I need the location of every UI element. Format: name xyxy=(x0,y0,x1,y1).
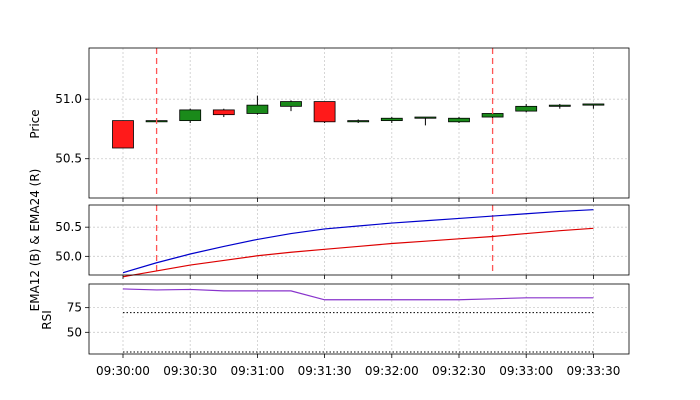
ema-series-line xyxy=(122,209,594,274)
candle-body xyxy=(448,117,470,123)
candle-body xyxy=(548,104,571,107)
rsi-series-line xyxy=(122,288,594,301)
price-axis-label: Price xyxy=(28,109,42,138)
candle-body xyxy=(380,117,403,122)
candle-body xyxy=(179,109,202,122)
panel-frame xyxy=(88,204,630,276)
candle-body xyxy=(347,120,370,123)
x-tick-label: 09:33:30 xyxy=(566,364,620,378)
panel-frame xyxy=(88,283,630,355)
y-tick-label: 50.5 xyxy=(55,152,82,166)
candle-body xyxy=(112,120,134,149)
x-tick-label: 09:30:00 xyxy=(96,364,150,378)
candle-body xyxy=(212,109,235,116)
candle-body xyxy=(582,103,605,106)
candle-body xyxy=(246,104,269,114)
ema-axis-label: EMA12 (B) & EMA24 (R) xyxy=(28,169,42,312)
y-tick-label: 50.5 xyxy=(55,220,82,234)
rsi-axis-label: RSI xyxy=(40,310,54,330)
x-tick-label: 09:32:30 xyxy=(432,364,486,378)
y-tick-label: 50 xyxy=(67,325,82,339)
candle-body xyxy=(481,113,504,118)
candle-body xyxy=(515,105,538,112)
x-tick-label: 09:31:00 xyxy=(230,364,284,378)
y-tick-label: 50.0 xyxy=(55,249,82,263)
x-tick-label: 09:31:30 xyxy=(298,364,352,378)
y-tick-label: 75 xyxy=(67,301,82,315)
x-tick-label: 09:32:00 xyxy=(365,364,419,378)
candle-body xyxy=(280,101,302,107)
x-tick-label: 09:33:00 xyxy=(499,364,553,378)
x-tick-label: 09:30:30 xyxy=(163,364,217,378)
y-tick-label: 51.0 xyxy=(55,92,82,106)
candle-body xyxy=(414,116,437,119)
candle-body xyxy=(313,101,336,123)
ema-series-line xyxy=(122,227,594,278)
panel-frame xyxy=(88,47,630,199)
